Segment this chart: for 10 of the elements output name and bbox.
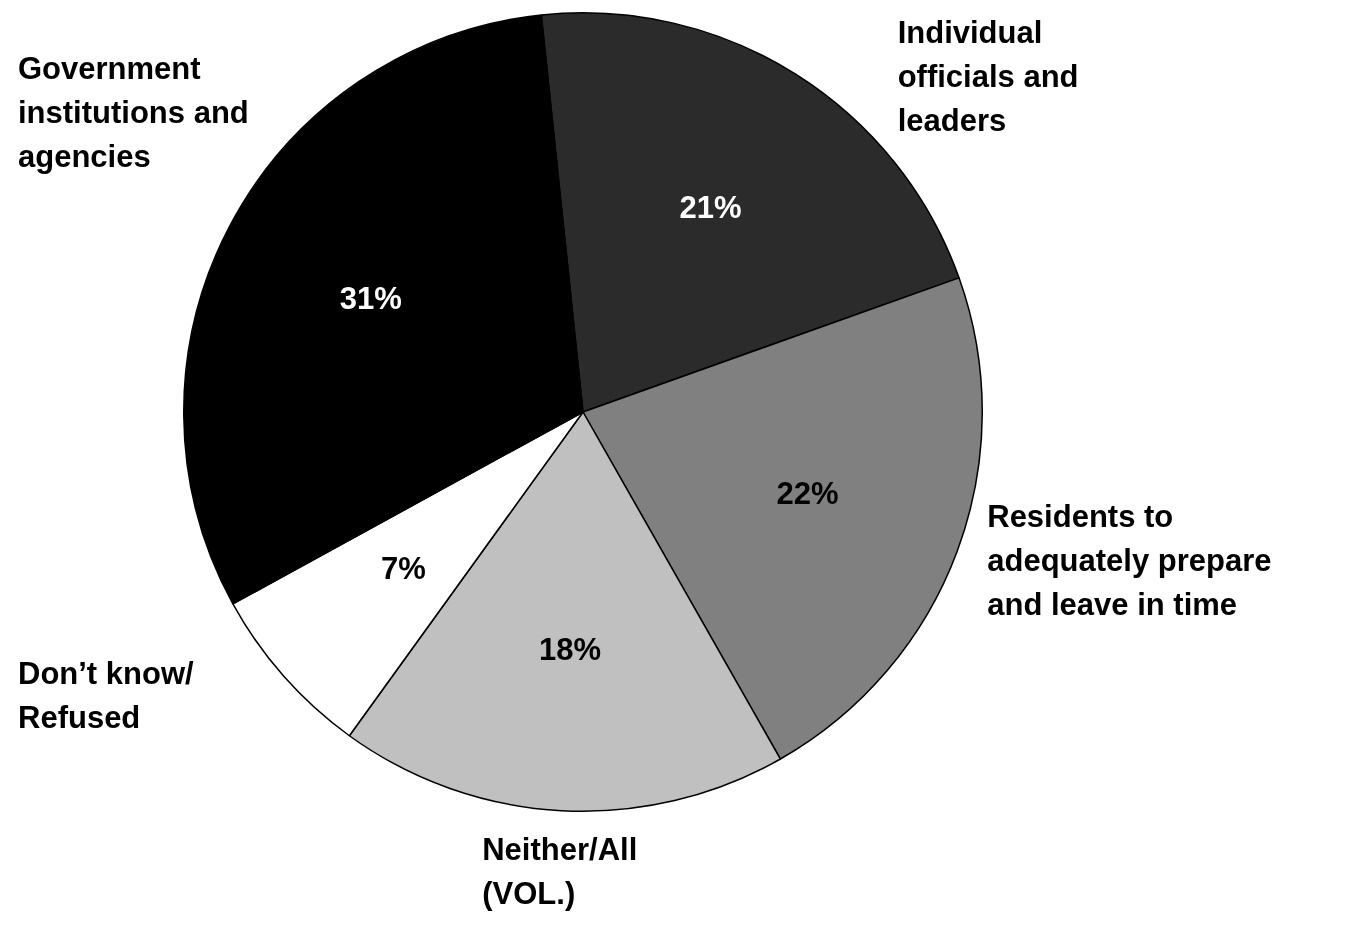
slice-label: Don’t know/ Refused (18, 656, 195, 736)
data-label: 18% (539, 631, 602, 667)
slice-label: Individual officials and leaders (897, 14, 1079, 138)
slice-label: Neither/All (VOL.) (482, 831, 638, 911)
slice-label: Residents to adequately prepare and leave in time (987, 498, 1272, 622)
data-label: 21% (679, 189, 742, 225)
slice-label: Government institutions and agencies (18, 50, 249, 174)
data-label: 31% (339, 281, 402, 317)
data-label: 22% (776, 475, 839, 511)
data-label: 7% (381, 551, 426, 587)
